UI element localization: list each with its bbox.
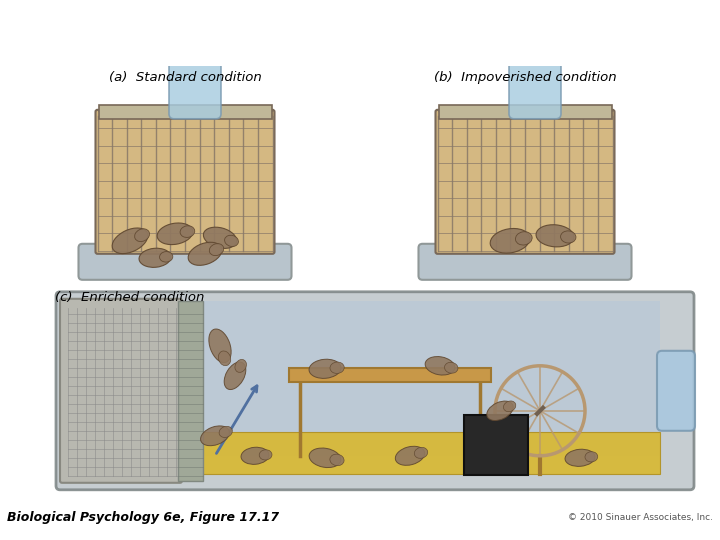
Ellipse shape [565,449,595,467]
Ellipse shape [414,447,428,458]
FancyBboxPatch shape [169,57,221,119]
Ellipse shape [487,401,513,421]
FancyBboxPatch shape [289,368,491,382]
Ellipse shape [585,451,598,462]
FancyBboxPatch shape [464,415,528,475]
FancyBboxPatch shape [509,57,561,119]
Ellipse shape [135,229,150,241]
Ellipse shape [503,401,516,411]
Ellipse shape [139,248,171,267]
Ellipse shape [188,242,222,265]
Ellipse shape [218,351,230,366]
Ellipse shape [210,244,224,255]
Text: © 2010 Sinauer Associates, Inc.: © 2010 Sinauer Associates, Inc. [568,513,713,522]
Ellipse shape [241,447,269,464]
Ellipse shape [330,362,344,374]
Ellipse shape [224,362,246,389]
Ellipse shape [536,225,574,247]
Text: Figure 17.17  Experimental Environments to Test the Effects of Enrichment on Lea: Figure 17.17 Experimental Environments t… [9,10,720,46]
FancyBboxPatch shape [178,301,203,481]
Ellipse shape [209,329,231,362]
Ellipse shape [309,359,341,379]
Ellipse shape [444,362,458,373]
Ellipse shape [219,426,233,437]
Ellipse shape [160,252,173,262]
Ellipse shape [180,226,194,238]
FancyBboxPatch shape [185,301,660,456]
Ellipse shape [516,232,532,245]
Ellipse shape [225,235,238,246]
Ellipse shape [309,448,341,468]
Ellipse shape [235,360,246,373]
Text: (a)  Standard condition: (a) Standard condition [109,71,261,84]
FancyBboxPatch shape [185,432,660,474]
FancyBboxPatch shape [436,110,614,254]
Ellipse shape [425,356,455,375]
FancyBboxPatch shape [60,299,182,483]
Ellipse shape [490,228,530,253]
Ellipse shape [561,231,576,243]
Text: (c)  Enriched condition: (c) Enriched condition [55,291,204,304]
Ellipse shape [112,228,148,254]
FancyBboxPatch shape [418,244,631,280]
Ellipse shape [259,450,272,460]
Ellipse shape [157,223,193,245]
FancyBboxPatch shape [96,110,274,254]
FancyBboxPatch shape [657,351,695,431]
FancyBboxPatch shape [56,292,694,490]
Ellipse shape [395,446,425,465]
Text: (b)  Impoverished condition: (b) Impoverished condition [433,71,616,84]
Ellipse shape [203,227,237,248]
Ellipse shape [201,426,230,445]
Text: Biological Psychology 6e, Figure 17.17: Biological Psychology 6e, Figure 17.17 [7,511,279,524]
FancyBboxPatch shape [438,105,611,119]
FancyBboxPatch shape [99,105,271,119]
FancyBboxPatch shape [78,244,292,280]
Ellipse shape [330,454,344,465]
